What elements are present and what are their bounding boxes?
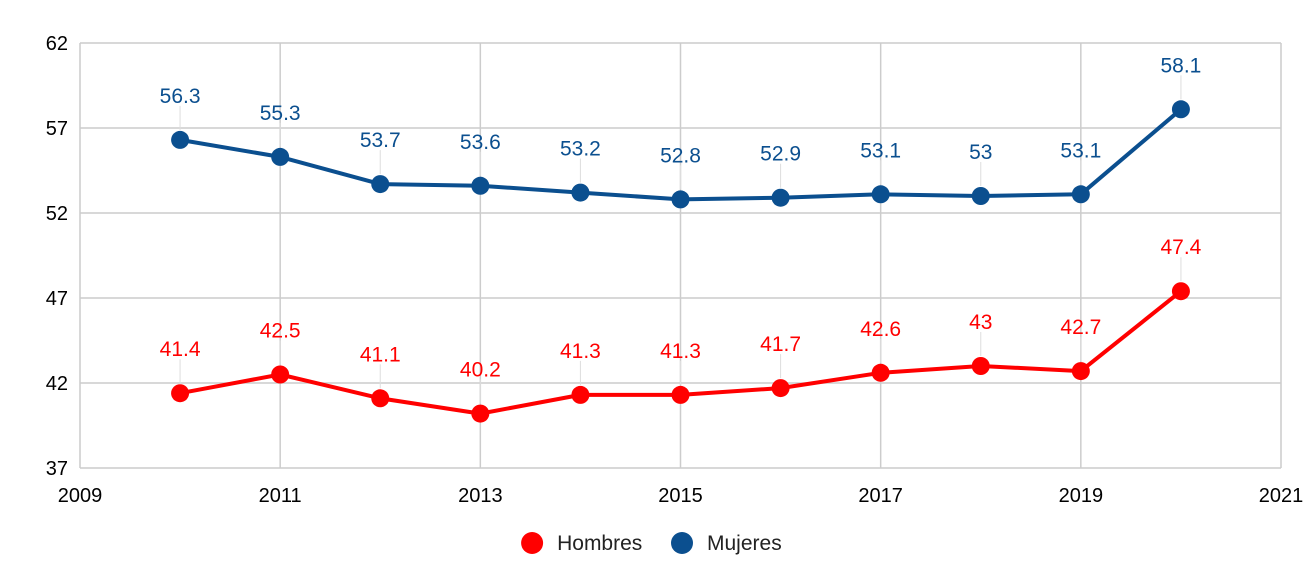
data-label: 41.4 [160,338,201,361]
y-tick-label: 52 [46,203,68,225]
data-label: 40.2 [460,359,501,382]
legend-marker [521,532,544,554]
legend-item-mujeres: Mujeres [671,532,782,555]
data-label: 52.9 [760,143,801,166]
data-point [371,389,390,408]
data-point [671,385,690,404]
axes: 37 42 47 52 57 62 2009 2011 2013 2015 2017 2019 2021 [46,33,1304,507]
data-label: 53.2 [560,138,601,161]
data-label: 42.7 [1060,316,1101,339]
data-label: 41.3 [560,340,601,363]
x-tick-label: 2013 [458,485,503,507]
data-point [171,130,190,149]
x-tick-label: 2019 [1059,485,1104,507]
data-point [171,384,190,403]
data-point [771,188,790,207]
data-label: 47.4 [1160,236,1201,259]
data-point [371,175,390,194]
data-label: 42.6 [860,318,901,341]
data-label: 53.1 [860,139,901,162]
data-label: 56.3 [160,85,201,108]
data-point [471,404,490,423]
y-tick-label: 37 [46,458,68,480]
x-tick-label: 2015 [658,485,703,507]
data-point [1071,185,1090,204]
data-label: 52.8 [660,144,701,167]
data-label: 41.7 [760,333,801,356]
legend-label: Hombres [557,532,642,555]
data-point [271,147,290,166]
data-label: 43 [969,311,992,334]
legend-label: Mujeres [707,532,782,555]
y-tick-label: 57 [46,118,68,140]
data-label: 53.6 [460,131,501,154]
data-point [1171,282,1190,301]
data-point [971,357,990,375]
x-tick-label: 2011 [259,485,302,507]
legend-item-hombres: Hombres [521,532,642,555]
data-point [771,379,790,398]
y-tick-label: 42 [46,373,68,395]
data-point [271,365,290,384]
series-group: 41.4 42.5 41.1 40.2 41.3 41.3 41.7 42.6 43 42.7 47… [160,54,1202,423]
data-label: 55.3 [260,102,301,125]
data-point [571,183,590,202]
legend-marker [671,532,693,554]
x-tick-label: 2017 [858,485,903,507]
legend: Hombres Mujeres [521,532,782,555]
data-label: 42.5 [260,320,301,343]
series-mujeres: 56.3 55.3 53.7 53.6 53.2 52.8 52.9 53.1 53 53.1 58… [160,54,1201,209]
data-label: 53.7 [360,129,401,152]
data-point [671,190,690,209]
data-point [971,187,990,205]
data-point [871,185,890,204]
data-point [571,385,590,404]
series-hombres: 41.4 42.5 41.1 40.2 41.3 41.3 41.7 42.6 43 42.7 47… [160,236,1202,423]
x-tick-label: 2009 [58,485,103,507]
data-label: 58.1 [1160,54,1201,77]
y-tick-label: 47 [46,288,68,310]
data-label: 53.1 [1060,139,1101,162]
data-label: 41.1 [360,343,401,366]
data-label: 53 [969,141,992,164]
data-point [471,176,490,195]
data-point [1171,100,1190,119]
data-label: 41.3 [660,340,701,363]
x-tick-label: 2021 [1259,485,1304,507]
data-point [871,363,890,382]
data-point [1071,362,1090,381]
y-tick-label: 62 [46,33,68,55]
